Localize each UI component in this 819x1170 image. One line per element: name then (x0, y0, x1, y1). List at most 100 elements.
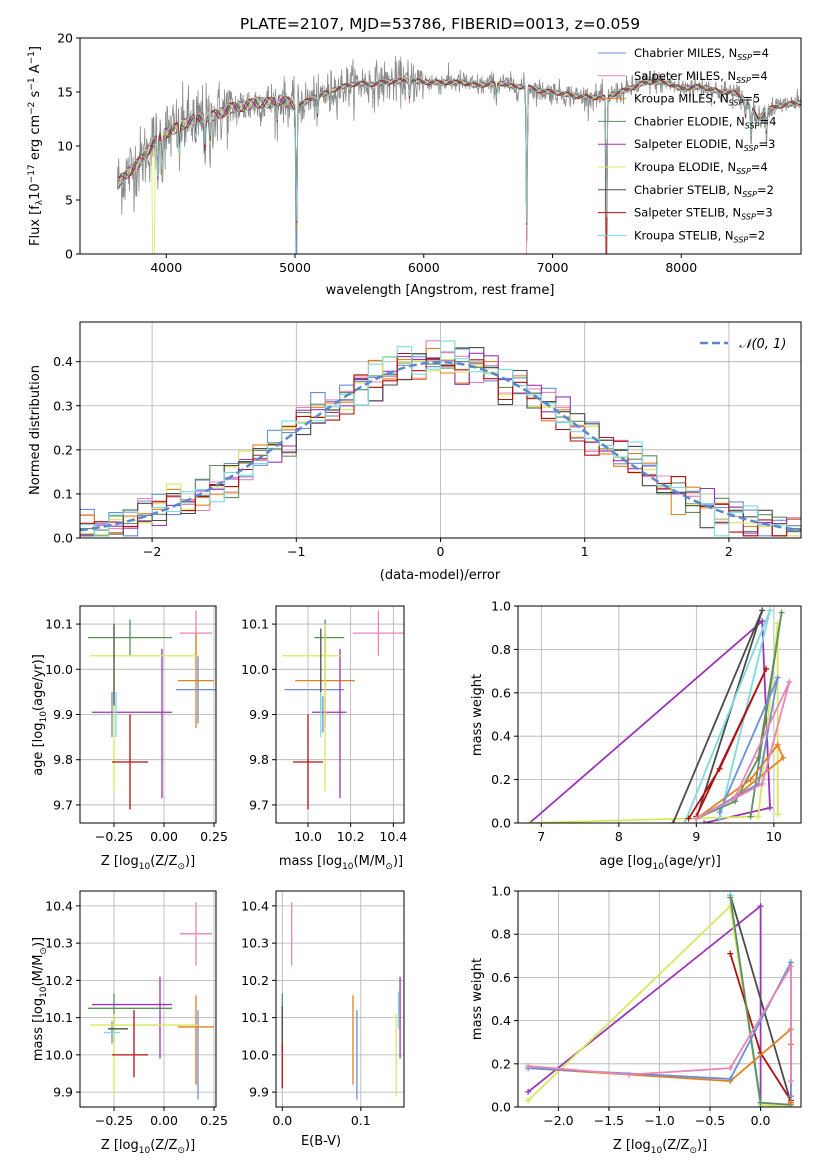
z_mass-ytick-label: 10.2 (45, 973, 73, 988)
z_weight-marker-8-3 (787, 963, 794, 970)
z_age-ytick-label: 9.8 (53, 752, 73, 767)
age_weight-line-1 (529, 623, 779, 823)
age_weight-marker-0-3 (701, 820, 708, 823)
spectrum-ytick-label: 5 (65, 193, 73, 208)
z_weight-marker-7-3 (787, 1093, 794, 1100)
z_mass-plot (88, 902, 214, 1100)
age_weight-marker-0-2 (766, 804, 773, 811)
age_weight-marker-8-1 (759, 780, 766, 787)
z_weight-xtick-label: 0.0 (751, 1113, 771, 1128)
legend-label-5: Kroupa ELODIE, NSSP=4 (634, 160, 768, 176)
z_mass-ytick-label: 10.3 (45, 936, 73, 951)
age_weight-marker-4-1 (716, 765, 723, 772)
residuals-xlabel: (data-model)/error (380, 568, 501, 583)
z_weight-line-0 (527, 904, 762, 1107)
spectrum-ylabel: Flux [fλ10−17 erg cm−2 s−1 A−1] (27, 46, 45, 246)
z_weight-plot (525, 892, 794, 1107)
age_weight-marker-4-0 (685, 815, 692, 822)
z_weight-marker-8-4 (787, 1078, 794, 1085)
z_mass-ytick-label: 10.0 (45, 1047, 73, 1062)
ebv_mass-plot (281, 902, 401, 1100)
z_age-ytick-label: 10.0 (45, 662, 73, 677)
spectrum-xtick-label: 5000 (279, 260, 311, 275)
age_weight-plot (526, 607, 793, 823)
age_weight-marker-5-4 (747, 813, 754, 820)
z_weight-marker-6-4 (787, 1099, 794, 1106)
age_weight-ytick-label: 0.6 (491, 685, 511, 700)
residuals-xtick-label: 2 (725, 544, 733, 559)
legend-label-2: Kroupa MILES, NSSP=5 (634, 92, 760, 108)
age_weight-marker-1-0 (526, 820, 533, 823)
age_weight-marker-3-1 (766, 607, 773, 614)
ebv_mass-ytick-label: 10.1 (241, 1010, 269, 1025)
mass_age-xtick-label: 10.0 (294, 829, 322, 844)
z_age-plot (88, 610, 216, 810)
spectrum-model-8 (118, 77, 801, 223)
age-weight-xlabel: age [log10(age/yr)] (599, 854, 721, 872)
z_weight-marker-4-0 (727, 950, 734, 957)
age_weight-marker-8-0 (693, 815, 700, 822)
z_age-xtick-label: 0.00 (150, 829, 178, 844)
residuals-plot (80, 340, 801, 537)
z_mass-xtick-label: −0.25 (95, 1113, 133, 1128)
mass_age-ytick-label: 10.1 (241, 617, 269, 632)
spectrum-xtick-label: 4000 (150, 260, 182, 275)
legend-label-4: Salpeter ELODIE, NSSP=3 (634, 137, 775, 153)
age_weight-ytick-label: 0.4 (491, 729, 511, 744)
spectrum-plot (116, 56, 801, 254)
age_weight-line-4 (687, 668, 767, 820)
age_weight-xtick-label: 10 (766, 829, 782, 844)
ebv-mass-xlabel: E(B-V) (301, 1134, 341, 1149)
z_age-ytick-label: 10.1 (45, 617, 73, 632)
z_mass-ytick-label: 10.4 (45, 898, 73, 913)
age_weight-xtick-label: 8 (615, 829, 623, 844)
legend-label-8: Kroupa STELIB, NSSP=2 (634, 228, 765, 244)
normal-legend-label: 𝒩(0, 1) (739, 337, 786, 352)
z_weight-marker-5-0 (727, 894, 734, 901)
legend-label-3: Chabrier ELODIE, NSSP=4 (634, 114, 776, 130)
z_age-xtick-label: −0.25 (95, 829, 133, 844)
age_weight-frame (517, 605, 802, 824)
mass_age-ytick-label: 10.0 (241, 662, 269, 677)
residuals-xtick-label: −2 (143, 544, 161, 559)
z-weight-ylabel: mass weight (470, 958, 485, 1040)
mass_age-plot (282, 610, 404, 810)
spectrum-ytick-label: 0 (65, 247, 73, 262)
z_weight-marker-8-0 (525, 1062, 532, 1069)
residuals-ylabel: Normed distribution (28, 365, 43, 495)
spectrum-xtick-label: 8000 (665, 260, 697, 275)
z-age-ylabel: age [log10(age/yr)] (31, 654, 49, 776)
z_weight-marker-0-0 (525, 1088, 532, 1095)
age_weight-marker-7-3 (716, 809, 723, 816)
ebv_mass-ytick-label: 10.4 (241, 898, 269, 913)
residuals-ytick-label: 0.2 (53, 442, 73, 457)
mass_age-ytick-label: 9.9 (249, 707, 269, 722)
z-mass-xlabel: Z [log10(Z/Z⊙)] (101, 1138, 195, 1156)
ebv_mass-axes (276, 891, 404, 1107)
z_mass-ytick-label: 10.1 (45, 1010, 73, 1025)
mass_age-ytick-label: 9.7 (249, 797, 269, 812)
z_weight-marker-1-0 (525, 1097, 532, 1104)
normal-curve (80, 360, 801, 532)
age_weight-line-8 (695, 681, 791, 820)
residual-hist-8 (80, 340, 801, 537)
residuals-xtick-label: 1 (581, 544, 589, 559)
age_weight-marker-3-0 (681, 820, 688, 823)
z-age-xlabel: Z [log10(Z/Z⊙)] (101, 854, 195, 872)
residuals-ytick-label: 0.4 (53, 354, 73, 369)
mass_age-axes (276, 606, 404, 823)
age_weight-marker-3-2 (716, 815, 723, 822)
age_weight-xtick-label: 9 (692, 829, 700, 844)
spectrum-model-7 (118, 78, 801, 254)
ebv_mass-frame (275, 890, 405, 1108)
legend-label-6: Chabrier STELIB, NSSP=2 (634, 183, 774, 199)
z_weight-line-2 (729, 895, 792, 1103)
age_weight-marker-1-1 (755, 813, 762, 820)
mass_age-xtick-label: 10.2 (337, 829, 365, 844)
legend-label-7: Salpeter STELIB, NSSP=3 (634, 206, 773, 222)
z_weight-ytick-label: 0.2 (491, 1056, 511, 1071)
age_weight-marker-2-0 (670, 820, 677, 823)
legend-label-0: Chabrier MILES, NSSP=4 (634, 46, 769, 62)
spectrum-xtick-label: 6000 (408, 260, 440, 275)
